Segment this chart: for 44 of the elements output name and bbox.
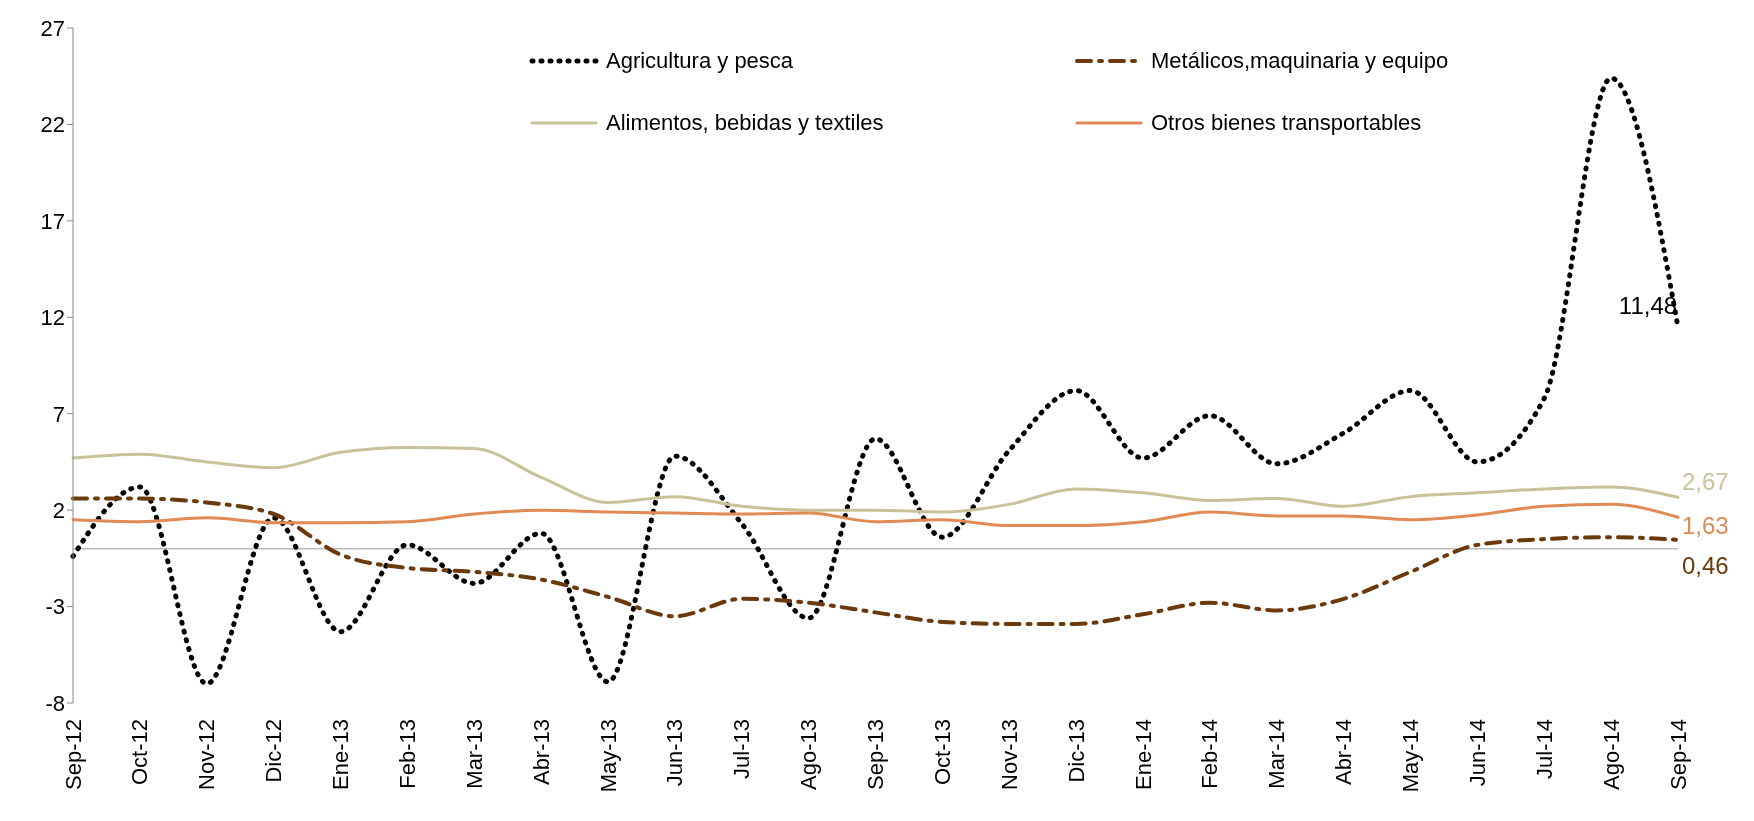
x-tick-label: Sep-14 <box>1665 719 1691 790</box>
legend-label: Metálicos,maquinaria y equipo <box>1151 48 1449 74</box>
line-series <box>71 496 1680 626</box>
x-tick-label: Dic-13 <box>1063 719 1089 783</box>
legend-label: Agricultura y pesca <box>606 48 794 74</box>
x-tick-label: Feb-13 <box>394 719 420 789</box>
line-series <box>71 445 1680 514</box>
x-tick-label: Ene-14 <box>1130 719 1156 790</box>
x-tick-label: Ago-13 <box>796 719 822 790</box>
x-tick-label: May-14 <box>1398 719 1423 793</box>
x-tick-label: Oct-13 <box>929 719 955 786</box>
y-tick-label: 2 <box>52 497 65 523</box>
x-tick-label: Jul-13 <box>729 719 755 779</box>
y-tick-label: 27 <box>40 15 65 41</box>
x-tick-label: Jun-13 <box>662 719 688 787</box>
x-tick-label: Ago-14 <box>1598 719 1624 790</box>
x-tick-label: Mar-14 <box>1264 719 1290 789</box>
y-tick-label: 12 <box>40 305 65 331</box>
x-tick-label: Abr-13 <box>528 719 554 786</box>
x-tick-label: Jul-14 <box>1531 719 1557 779</box>
y-tick-label: -3 <box>45 594 65 620</box>
x-tick-label: Nov-13 <box>996 719 1022 790</box>
x-tick-label: Jun-14 <box>1464 719 1490 787</box>
x-tick-label: Oct-12 <box>127 719 153 786</box>
x-tick-label: Mar-13 <box>461 719 487 789</box>
data-label: 2,67 <box>1682 467 1729 495</box>
legend-label: Otros bienes transportables <box>1151 110 1422 136</box>
legend-label: Alimentos, bebidas y textiles <box>606 110 884 136</box>
x-tick-label: Ene-13 <box>328 719 353 790</box>
x-tick-label: Dic-12 <box>261 719 287 783</box>
line-series <box>71 502 1680 528</box>
data-label: 1,63 <box>1682 511 1729 539</box>
x-tick-label: Sep-13 <box>863 719 888 790</box>
x-tick-label: Sep-12 <box>60 719 86 790</box>
data-label: 0,46 <box>1682 552 1729 580</box>
y-tick-label: 17 <box>40 208 65 234</box>
y-tick-label: 22 <box>40 112 65 138</box>
x-tick-label: Nov-12 <box>194 719 220 790</box>
data-label: 11,48 <box>1618 291 1678 319</box>
x-tick-label: May-13 <box>595 719 621 793</box>
x-tick-label: Feb-14 <box>1197 719 1223 789</box>
y-tick-label: -8 <box>45 690 65 716</box>
y-tick-label: 7 <box>52 401 65 427</box>
x-tick-label: Abr-14 <box>1331 719 1357 786</box>
